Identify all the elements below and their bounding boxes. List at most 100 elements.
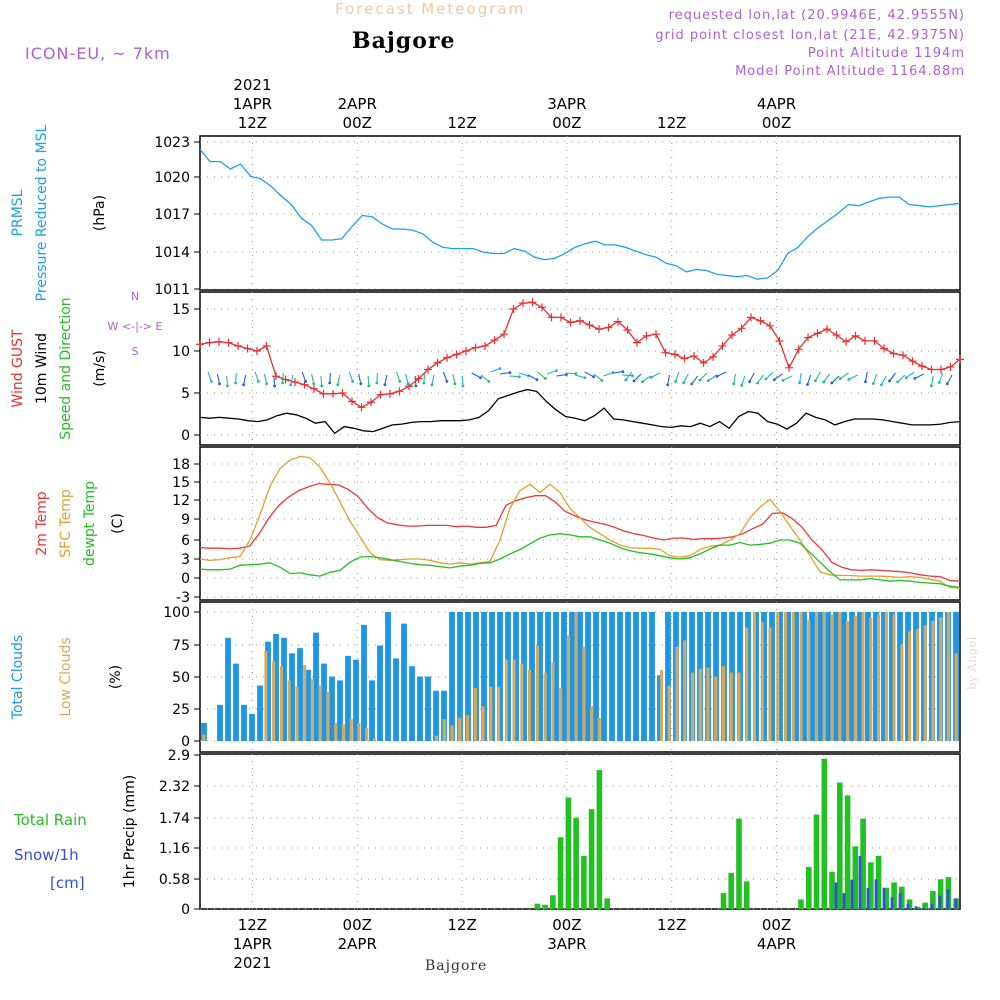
bar-total-clouds (369, 680, 375, 741)
gust-marker (709, 352, 717, 361)
gust-marker (500, 330, 508, 339)
gust-marker (699, 358, 708, 367)
bar-snow-1h (946, 889, 950, 909)
bar-total-clouds (481, 612, 487, 741)
gust-marker (642, 331, 651, 340)
bar-total-clouds (529, 612, 535, 741)
y-axis-label: PRMSL (10, 189, 26, 236)
wind-arrow (556, 374, 567, 377)
bar-low-clouds (838, 612, 842, 741)
wind-arrow-head (555, 369, 558, 372)
wind-arrow-head (226, 384, 229, 388)
bar-snow-1h (890, 897, 894, 909)
wind-arrow (880, 375, 887, 386)
y-tick-label: 0.58 (159, 872, 190, 888)
wind-arrow-head (592, 375, 595, 379)
gust-marker (823, 325, 831, 334)
gust-marker (832, 331, 841, 340)
wind-arrow (367, 375, 370, 387)
location-title: Bajgore (352, 28, 456, 54)
gust-marker (205, 338, 214, 347)
wind-arrow-head (937, 381, 941, 384)
wind-arrow-head (756, 381, 759, 385)
gust-marker (614, 317, 622, 326)
wind-arrow-head (351, 380, 355, 383)
y-tick-label: 0 (181, 902, 190, 918)
y-tick-label: 10 (172, 344, 190, 360)
gust-marker (253, 347, 261, 355)
chart-super-title: Forecast Meteogram (335, 0, 526, 18)
wind-arrow-head (328, 381, 332, 385)
wind-arrow-head (574, 372, 578, 376)
bar-total-clouds (641, 612, 647, 741)
wind-arrow-head (375, 381, 379, 385)
bar-low-clouds (861, 612, 865, 741)
bar-total-clouds (313, 632, 319, 741)
y-tick-label: 75 (172, 638, 190, 654)
bar-low-clouds (481, 706, 485, 741)
wind-arrow-head (517, 375, 521, 379)
footer-location: Bajgore (425, 958, 488, 974)
bar-total-clouds (441, 690, 447, 741)
bar-total-clouds (561, 612, 567, 741)
bar-low-clouds (279, 666, 283, 741)
top-axis-label: 12Z (657, 114, 686, 132)
wind-arrow-head (367, 384, 371, 388)
gust-marker (538, 303, 546, 312)
bar-snow-1h (906, 903, 910, 909)
wind-arrow-head (641, 380, 644, 384)
bar-low-clouds (908, 631, 912, 741)
series-10m-wind (199, 388, 961, 435)
wind-arrow (823, 373, 831, 383)
wind-arrow-head (904, 376, 908, 380)
panel-temp: 18 15 12 9 6 3 0 -3 2m Temp SFC Temp dewpt Temp (C) (34, 446, 961, 606)
grid-coords: grid point closest lon,lat (21E, 42.9375… (655, 28, 965, 43)
wind-arrow (905, 371, 915, 379)
gust-marker (566, 318, 575, 327)
wind-arrow-head (632, 379, 636, 383)
wind-arrow-head (422, 381, 426, 385)
wind-arrow (431, 374, 435, 385)
bar-low-clouds (597, 717, 601, 741)
bottom-axis-label: 00Z (552, 916, 581, 934)
top-axis-label: 00Z (343, 114, 372, 132)
bar-total-clouds (889, 612, 895, 741)
bar-total-clouds (257, 685, 263, 741)
gust-marker (386, 389, 394, 398)
wind-arrow-head (748, 380, 751, 384)
series-prmsl (199, 148, 961, 280)
bottom-axis-label: 2021 (233, 954, 271, 972)
gust-marker (880, 344, 888, 353)
wind-arrow (311, 373, 315, 384)
bar-low-clouds (690, 672, 694, 741)
bar-total-rain (937, 879, 944, 909)
y-tick-label: 18 (172, 457, 190, 473)
bar-low-clouds (497, 686, 501, 741)
wind-arrow (848, 374, 859, 380)
bar-total-rain (542, 904, 548, 909)
bar-low-clouds (853, 615, 857, 741)
wind-arrow-head (814, 379, 817, 383)
bar-total-clouds (857, 612, 863, 741)
wind-arrow (625, 371, 633, 381)
y-axis-label: Wind GUST (10, 329, 26, 408)
gust-marker (215, 337, 223, 346)
bar-low-clouds (683, 640, 687, 741)
bar-total-rain (565, 797, 572, 909)
gust-marker (462, 347, 470, 355)
gust-marker (861, 336, 869, 345)
gust-marker (262, 341, 271, 350)
wind-arrow (831, 375, 840, 384)
wind-arrow-head (487, 380, 491, 383)
bar-low-clouds (357, 722, 361, 741)
gust-marker (196, 340, 204, 349)
bar-total-rain (743, 881, 750, 909)
bar-low-clouds (435, 735, 439, 741)
bar-total-clouds (649, 612, 655, 741)
gust-marker (899, 351, 907, 360)
bar-snow-1h (834, 882, 838, 909)
wind-arrow (691, 375, 699, 385)
gust-marker (604, 323, 613, 332)
bar-low-clouds (349, 719, 353, 741)
bar-low-clouds (504, 659, 508, 741)
